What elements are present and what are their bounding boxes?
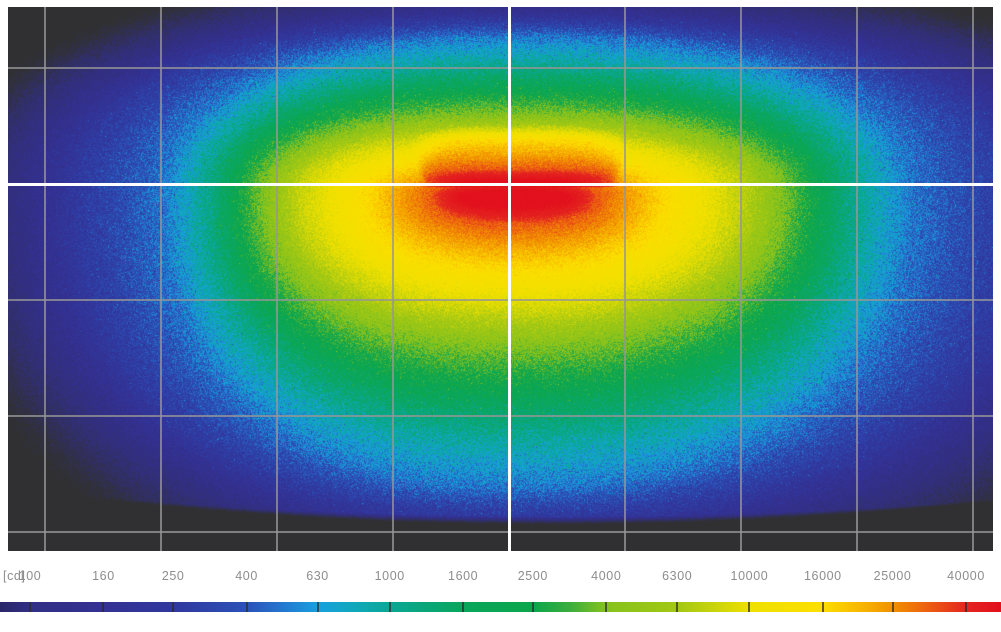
gridline-vertical <box>392 7 394 551</box>
scale-tick-mark <box>892 602 894 612</box>
scale-tick-label: 160 <box>92 569 115 583</box>
gridline-horizontal <box>8 415 993 417</box>
color-scale: [cd] 100 160 250 400 630 1000 1600 2500 4000 6300… <box>0 563 1001 632</box>
scale-tick-label: 6300 <box>662 569 692 583</box>
gridline-vertical <box>740 7 742 551</box>
scale-tick-mark <box>676 602 678 612</box>
scale-tick-mark <box>605 602 607 612</box>
gridline-vertical <box>276 7 278 551</box>
scale-tick-mark <box>822 602 824 612</box>
gridline-vertical <box>624 7 626 551</box>
scale-tick-label: 2500 <box>518 569 548 583</box>
scale-tick-label: 1600 <box>448 569 478 583</box>
crosshair-vertical-line <box>508 7 511 551</box>
gridline-horizontal <box>8 67 993 69</box>
heatmap-plot <box>8 7 993 551</box>
scale-tick-label: 40000 <box>947 569 985 583</box>
scale-tick-label: 400 <box>235 569 258 583</box>
scale-tick-label: 4000 <box>591 569 621 583</box>
scale-tick-label: 10000 <box>731 569 769 583</box>
scale-label-row: [cd] 100 160 250 400 630 1000 1600 2500 4000 6300… <box>0 569 1001 585</box>
scale-tick-label: 25000 <box>874 569 912 583</box>
scale-tick-mark <box>389 602 391 612</box>
scale-tick-label: 1000 <box>375 569 405 583</box>
scale-tick-label: 630 <box>306 569 329 583</box>
heatmap-canvas <box>8 7 993 551</box>
gridline-vertical <box>856 7 858 551</box>
scale-tick-mark <box>172 602 174 612</box>
scale-tick-mark <box>532 602 534 612</box>
scale-tick-mark <box>102 602 104 612</box>
scale-tick-label: 250 <box>162 569 185 583</box>
scale-tick-label: 16000 <box>804 569 842 583</box>
crosshair-horizontal-line <box>8 183 993 186</box>
gridline-horizontal <box>8 299 993 301</box>
scale-tick-mark <box>748 602 750 612</box>
scale-tick-mark <box>462 602 464 612</box>
scale-tick-mark <box>965 602 967 612</box>
scale-tick-mark <box>29 602 31 612</box>
scale-tick-label: 100 <box>19 569 42 583</box>
scale-tick-mark <box>246 602 248 612</box>
photometric-heatmap-page: [cd] 100 160 250 400 630 1000 1600 2500 4000 6300… <box>0 0 1001 632</box>
gridline-horizontal <box>8 531 993 533</box>
gridline-vertical <box>972 7 974 551</box>
gridline-vertical <box>44 7 46 551</box>
color-scale-bar <box>0 602 1001 612</box>
scale-tick-mark <box>317 602 319 612</box>
gridline-vertical <box>160 7 162 551</box>
